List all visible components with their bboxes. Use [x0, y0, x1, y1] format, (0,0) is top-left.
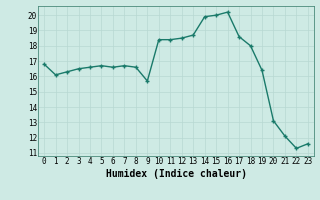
X-axis label: Humidex (Indice chaleur): Humidex (Indice chaleur): [106, 169, 246, 179]
